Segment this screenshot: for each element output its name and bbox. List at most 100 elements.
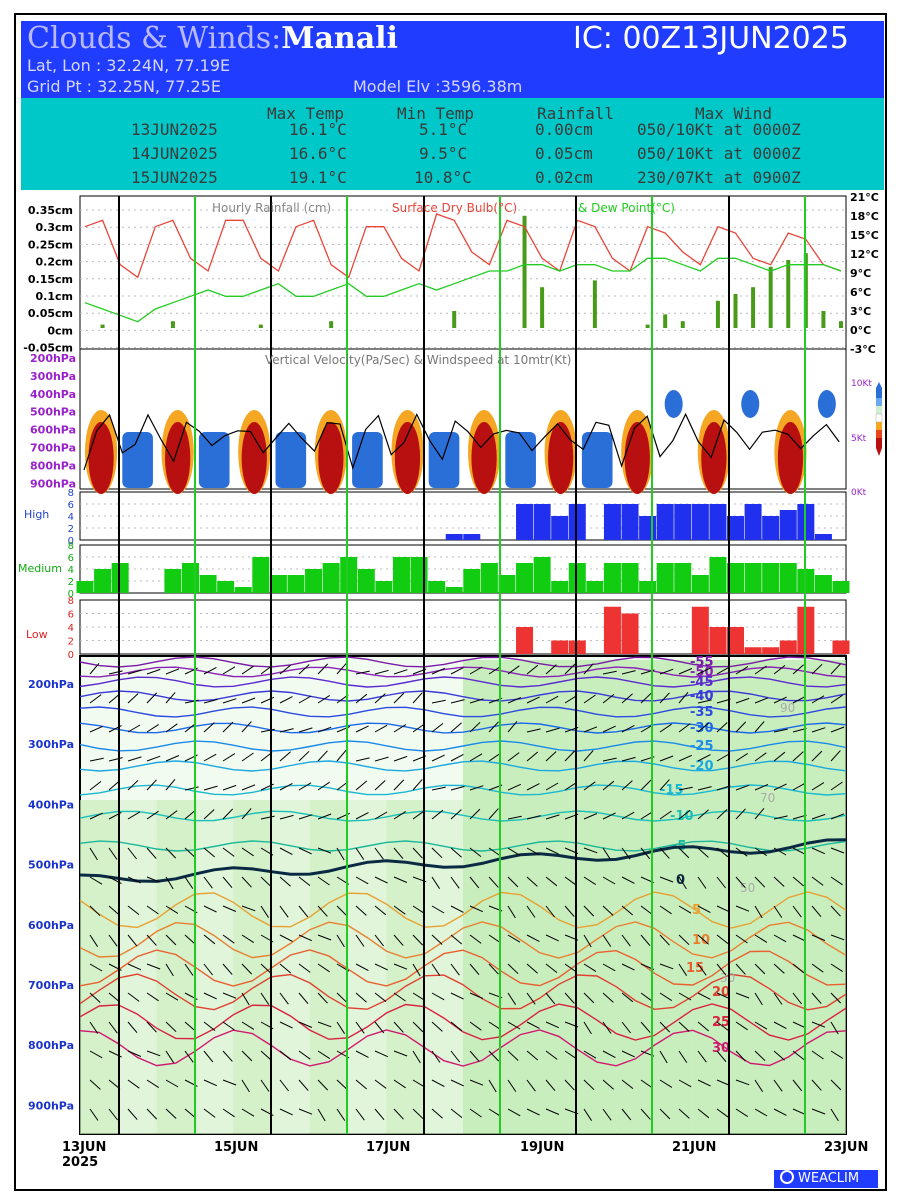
rh-shade: [501, 660, 540, 1134]
wind-barb: [678, 754, 693, 762]
elevation-text: Model Elv :3596.38m: [353, 77, 523, 96]
wind-barb: [754, 1079, 764, 1092]
wind-barb: [716, 666, 730, 675]
x-label-21jun: 21JUN: [672, 1140, 716, 1155]
wind-barb: [678, 992, 692, 1001]
wind-barb: [773, 847, 787, 856]
wind-barb: [450, 809, 462, 820]
wind-barb: [317, 876, 330, 886]
row1-rain: 0.00cm: [535, 120, 593, 139]
isotherm-label: 5: [692, 903, 701, 918]
x-label-15jun: 15JUN: [214, 1140, 258, 1155]
wind-barb: [659, 755, 674, 762]
isotherm-line: [79, 740, 847, 752]
wind-barb: [564, 905, 575, 917]
wind-barb: [222, 808, 234, 820]
rain-tick-label: 0.05cm: [28, 307, 73, 320]
header-panel: Clouds & Winds:Manali IC: 00Z13JUN2025 L…: [21, 21, 884, 98]
row1-max: 16.1°C: [289, 120, 347, 139]
wind-barb: [146, 779, 157, 791]
wind-barb: [488, 808, 499, 820]
temp-level-label: 600hPa: [28, 919, 74, 932]
isotherm-line: [79, 838, 847, 883]
wind-barb: [621, 876, 635, 884]
wind-barb: [317, 992, 328, 1004]
low-cloud-bar: [691, 606, 709, 654]
wind-barb: [165, 810, 178, 820]
wind-barb: [469, 1021, 482, 1031]
wind-barb: [431, 905, 445, 914]
wind-barb: [735, 1079, 750, 1086]
location-name: Manali: [281, 21, 398, 56]
high-cloud-bar: [463, 534, 481, 540]
low-label: Low: [26, 628, 48, 641]
wind-barb: [488, 721, 499, 733]
wind-barb: [450, 722, 462, 733]
medium-cloud-bar: [252, 557, 270, 593]
wind-barb: [203, 698, 218, 704]
wind-barb: [507, 934, 521, 943]
wind-barb: [89, 905, 101, 917]
vv-down-core: [817, 390, 836, 418]
wind-barb: [127, 756, 142, 762]
wind-barb: [469, 721, 481, 733]
wind-barb: [89, 781, 102, 791]
temp-tick-label: 12°C: [850, 248, 879, 261]
rain-tick-label: 0.3cm: [36, 221, 73, 234]
high-cloud-bar: [709, 504, 727, 540]
isotherm-line: [79, 1003, 847, 1041]
wind-barb: [298, 934, 313, 942]
wind-barb: [507, 847, 521, 856]
rh-shade: [539, 660, 578, 1134]
wind-barb: [735, 697, 750, 704]
wind-barb: [298, 750, 310, 762]
day-lines-layer: [118, 196, 806, 1134]
medium-cloud-bar: [832, 581, 850, 593]
wind-barb: [298, 1021, 313, 1028]
wind-barb: [146, 1079, 159, 1089]
wind-barb: [545, 1108, 560, 1115]
wind-barb: [830, 934, 845, 941]
wind-barb: [526, 1108, 540, 1116]
wind-barb: [203, 876, 213, 889]
wind-barb: [545, 751, 557, 762]
wind-barb: [469, 847, 482, 857]
wind-barb: [640, 992, 653, 1002]
wind-barb: [222, 1108, 235, 1118]
wind-barb: [127, 934, 138, 947]
wind-barb: [165, 905, 179, 914]
col-rainfall: Rainfall: [537, 104, 615, 123]
wind-barb: [469, 905, 484, 913]
wind-barb: [830, 726, 845, 733]
wind-barb: [336, 847, 345, 861]
wind-barb: [450, 934, 463, 945]
wind-barb: [89, 847, 98, 861]
wind-barb: [108, 992, 121, 1003]
wind-barb: [412, 905, 425, 915]
rh-shade: [692, 660, 732, 1134]
wind-barb: [355, 934, 365, 947]
wind-barb: [374, 1108, 385, 1121]
wind-barb: [811, 905, 822, 918]
wind-barb: [716, 722, 728, 733]
wind-barb: [792, 664, 804, 675]
rh-label: 30: [720, 971, 735, 985]
temp-level-label: 500hPa: [28, 859, 74, 872]
low-tick-label: 0: [68, 650, 74, 661]
wind-barb: [89, 725, 104, 733]
wind-barb: [754, 963, 766, 975]
medium-cloud-bar: [603, 563, 621, 593]
wind-barb: [355, 1108, 365, 1121]
wind-barb: [241, 847, 254, 857]
wind-barb: [678, 1079, 692, 1088]
wind-barb: [754, 1050, 766, 1062]
wind-barb: [127, 905, 140, 915]
rain-tick-label: 0.25cm: [28, 238, 73, 251]
wind-barb: [450, 785, 465, 791]
wind-barb: [640, 934, 651, 947]
wind-barb: [450, 876, 460, 889]
wind-barb: [621, 756, 636, 762]
wind-barb: [412, 692, 423, 704]
wind-barb: [393, 1050, 408, 1057]
wind-barb: [146, 755, 161, 762]
